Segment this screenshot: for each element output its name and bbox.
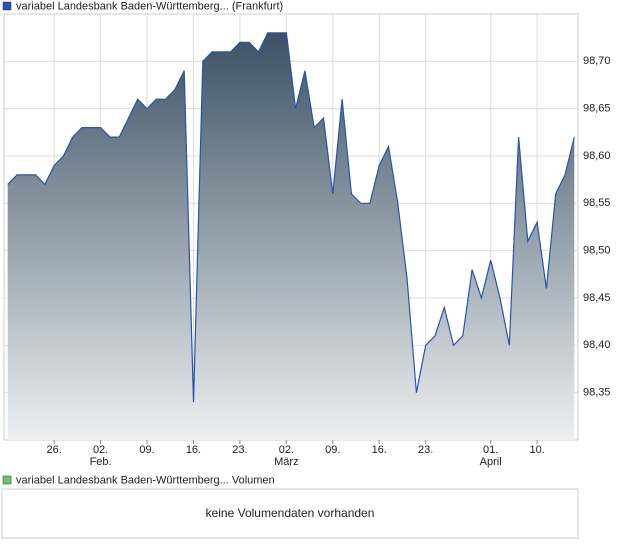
month-label: März (274, 456, 298, 468)
legend-swatch (2, 475, 12, 485)
x-tick-label: 01. (483, 444, 498, 456)
area-fill (7, 32, 575, 441)
y-tick-label: 98,35 (583, 387, 611, 399)
legend-label: variabel Landesbank Baden-Württemberg...… (16, 474, 275, 486)
y-tick-label: 98,45 (583, 292, 611, 304)
volume-panel (1, 488, 579, 539)
y-tick-label: 98,70 (583, 55, 611, 67)
x-tick-label: 02. (279, 444, 294, 456)
x-tick-label: 02. (93, 444, 108, 456)
x-tick-label: 16. (186, 444, 201, 456)
x-tick-label: 26. (47, 444, 62, 456)
x-tick-label: 23. (418, 444, 433, 456)
y-tick-label: 98,60 (583, 150, 611, 162)
x-tick-label: 09. (325, 444, 340, 456)
x-tick-label: 09. (139, 444, 154, 456)
y-tick-label: 98,65 (583, 103, 611, 115)
legend-label: variabel Landesbank Baden-Württemberg...… (16, 0, 283, 12)
month-label: Feb. (90, 456, 112, 468)
volume-message: keine Volumendaten vorhanden (206, 506, 375, 520)
price-line (7, 32, 575, 403)
month-label: April (480, 456, 502, 468)
legend-swatch (2, 1, 12, 11)
x-tick-label: 23. (232, 444, 247, 456)
y-tick-label: 98,40 (583, 339, 611, 351)
y-tick-label: 98,50 (583, 245, 611, 257)
y-tick-label: 98,55 (583, 197, 611, 209)
x-tick-label: 16. (372, 444, 387, 456)
x-tick-label: 10. (529, 444, 544, 456)
